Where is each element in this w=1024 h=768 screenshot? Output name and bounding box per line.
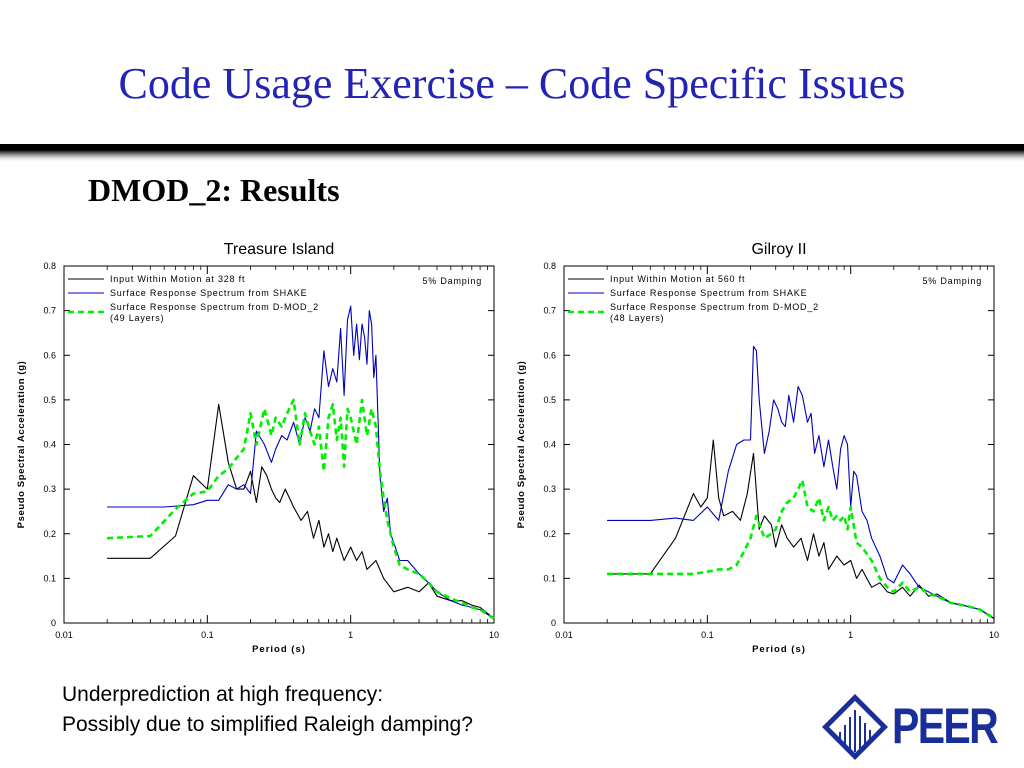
y-tick-label: 0.7 xyxy=(543,306,556,316)
chart-title: Treasure Island xyxy=(224,241,335,258)
slide-title: Code Usage Exercise – Code Specific Issu… xyxy=(118,59,906,108)
y-tick-label: 0.4 xyxy=(43,440,56,450)
series-line-3 xyxy=(607,478,995,620)
y-tick-label: 0.5 xyxy=(543,395,556,405)
x-tick-label: 0.1 xyxy=(201,630,214,640)
x-tick-label: 10 xyxy=(989,630,999,640)
x-tick-label: 1 xyxy=(848,630,853,640)
y-tick-label: 0 xyxy=(51,618,56,628)
y-tick-label: 0.7 xyxy=(43,306,56,316)
chart-title: Gilroy II xyxy=(751,241,806,258)
peer-logo: PEER xyxy=(820,692,1000,762)
y-axis-label: Pseudo Spectral Acceleration (g) xyxy=(16,361,27,529)
x-axis-label: Period (s) xyxy=(752,644,806,655)
y-tick-label: 0 xyxy=(551,618,556,628)
series-line-1 xyxy=(107,403,495,619)
caption-line-2: Possibly due to simplified Raleigh dampi… xyxy=(62,713,473,736)
legend-label-2: Surface Response Spectrum from SHAKE xyxy=(110,288,307,298)
slide-caption: Underprediction at high frequency: Possi… xyxy=(62,680,473,740)
caption-line-1: Underprediction at high frequency: xyxy=(62,683,384,706)
legend-label-3: Surface Response Spectrum from D-MOD_2 (4… xyxy=(110,302,319,323)
legend-label-3: Surface Response Spectrum from D-MOD_2 (4… xyxy=(610,302,819,323)
x-tick-label: 0.01 xyxy=(555,630,573,640)
y-tick-label: 0.3 xyxy=(43,484,56,494)
y-tick-label: 0.3 xyxy=(543,484,556,494)
damping-annotation: 5% Damping xyxy=(422,276,482,286)
x-tick-label: 1 xyxy=(348,630,353,640)
slide-subtitle: DMOD_2: Results xyxy=(88,172,340,208)
y-tick-label: 0.6 xyxy=(43,350,56,360)
x-tick-label: 0.01 xyxy=(55,630,73,640)
title-divider-bar xyxy=(0,144,1024,161)
chart-svg: Gilroy II 0 0.1 0.2 0.3 0.4 0.5 0.6 0.7 0.8 0.01 0.… xyxy=(516,241,999,655)
series-line-1 xyxy=(607,439,995,619)
series-line-2 xyxy=(107,305,495,619)
x-axis-label: Period (s) xyxy=(252,644,306,655)
legend-label-1: Input Within Motion at 328 ft xyxy=(110,274,245,284)
y-tick-label: 0.2 xyxy=(43,529,56,539)
y-tick-label: 0.8 xyxy=(543,261,556,271)
x-tick-label: 0.1 xyxy=(701,630,714,640)
chart-treasure-island: Treasure Island 0 0.1 0.2 0.3 0.4 0.5 0.6 0.7 0.8… xyxy=(0,236,512,660)
series-line-3 xyxy=(107,398,495,620)
y-tick-label: 0.2 xyxy=(543,529,556,539)
chart-svg: Treasure Island 0 0.1 0.2 0.3 0.4 0.5 0.6 0.7 0.8… xyxy=(16,241,499,655)
y-tick-label: 0.1 xyxy=(43,573,56,583)
y-tick-label: 0.4 xyxy=(543,440,556,450)
peer-logo-text: PEER xyxy=(892,698,999,754)
x-tick-label: 10 xyxy=(489,630,499,640)
y-axis-label: Pseudo Spectral Acceleration (g) xyxy=(516,361,527,529)
chart-gilroy-ii: Gilroy II 0 0.1 0.2 0.3 0.4 0.5 0.6 0.7 0.8 0.01 0.… xyxy=(500,236,1012,660)
y-tick-label: 0.6 xyxy=(543,350,556,360)
y-tick-label: 0.1 xyxy=(543,573,556,583)
damping-annotation: 5% Damping xyxy=(922,276,982,286)
legend-label-2: Surface Response Spectrum from SHAKE xyxy=(610,288,807,298)
peer-diamond-icon xyxy=(822,694,888,760)
y-tick-label: 0.8 xyxy=(43,261,56,271)
series-line-2 xyxy=(607,345,995,619)
legend-label-1: Input Within Motion at 560 ft xyxy=(610,274,745,284)
y-tick-label: 0.5 xyxy=(43,395,56,405)
